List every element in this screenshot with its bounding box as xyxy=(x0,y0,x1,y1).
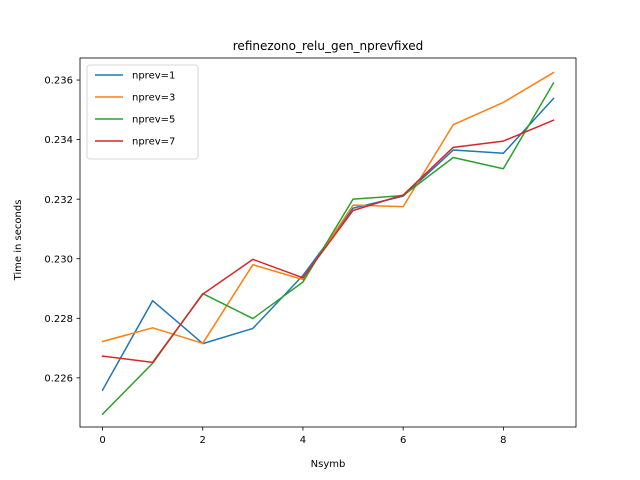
legend-label-1: nprev=1 xyxy=(132,71,175,82)
plot-frame xyxy=(79,57,577,428)
x-tick-label: 4 xyxy=(300,435,306,446)
y-tick-label: 0.228 xyxy=(44,314,73,325)
x-tick-label: 0 xyxy=(99,435,105,446)
x-tick-label: 2 xyxy=(200,435,206,446)
legend-box xyxy=(86,64,199,160)
legend-label-2: nprev=3 xyxy=(132,93,175,104)
y-tick-label: 0.232 xyxy=(44,195,73,206)
axes-layer: 0 2 4 6 8 0.226 0.228 0.230 0.232 0.234 0.236 xyxy=(44,57,577,446)
y-tick-label: 0.234 xyxy=(44,135,73,146)
legend-label-4: nprev=7 xyxy=(132,137,175,148)
legend: nprev=1 nprev=3 nprev=5 nprev=7 xyxy=(86,64,199,160)
series-line-4 xyxy=(101,119,555,364)
x-tick-label: 8 xyxy=(500,435,506,446)
legend-label-3: nprev=5 xyxy=(132,115,175,126)
chart-title: refinezono_relu_gen_nprevfixed xyxy=(233,39,423,53)
y-axis-label: Time in seconds xyxy=(13,200,24,282)
x-axis-label: Nsymb xyxy=(311,459,346,470)
y-tick-label: 0.236 xyxy=(44,76,73,87)
series-layer xyxy=(101,71,555,416)
y-tick-label: 0.230 xyxy=(44,254,73,265)
x-tick-label: 6 xyxy=(400,435,406,446)
series-line-2 xyxy=(101,71,555,345)
y-tick-label: 0.226 xyxy=(44,373,73,384)
